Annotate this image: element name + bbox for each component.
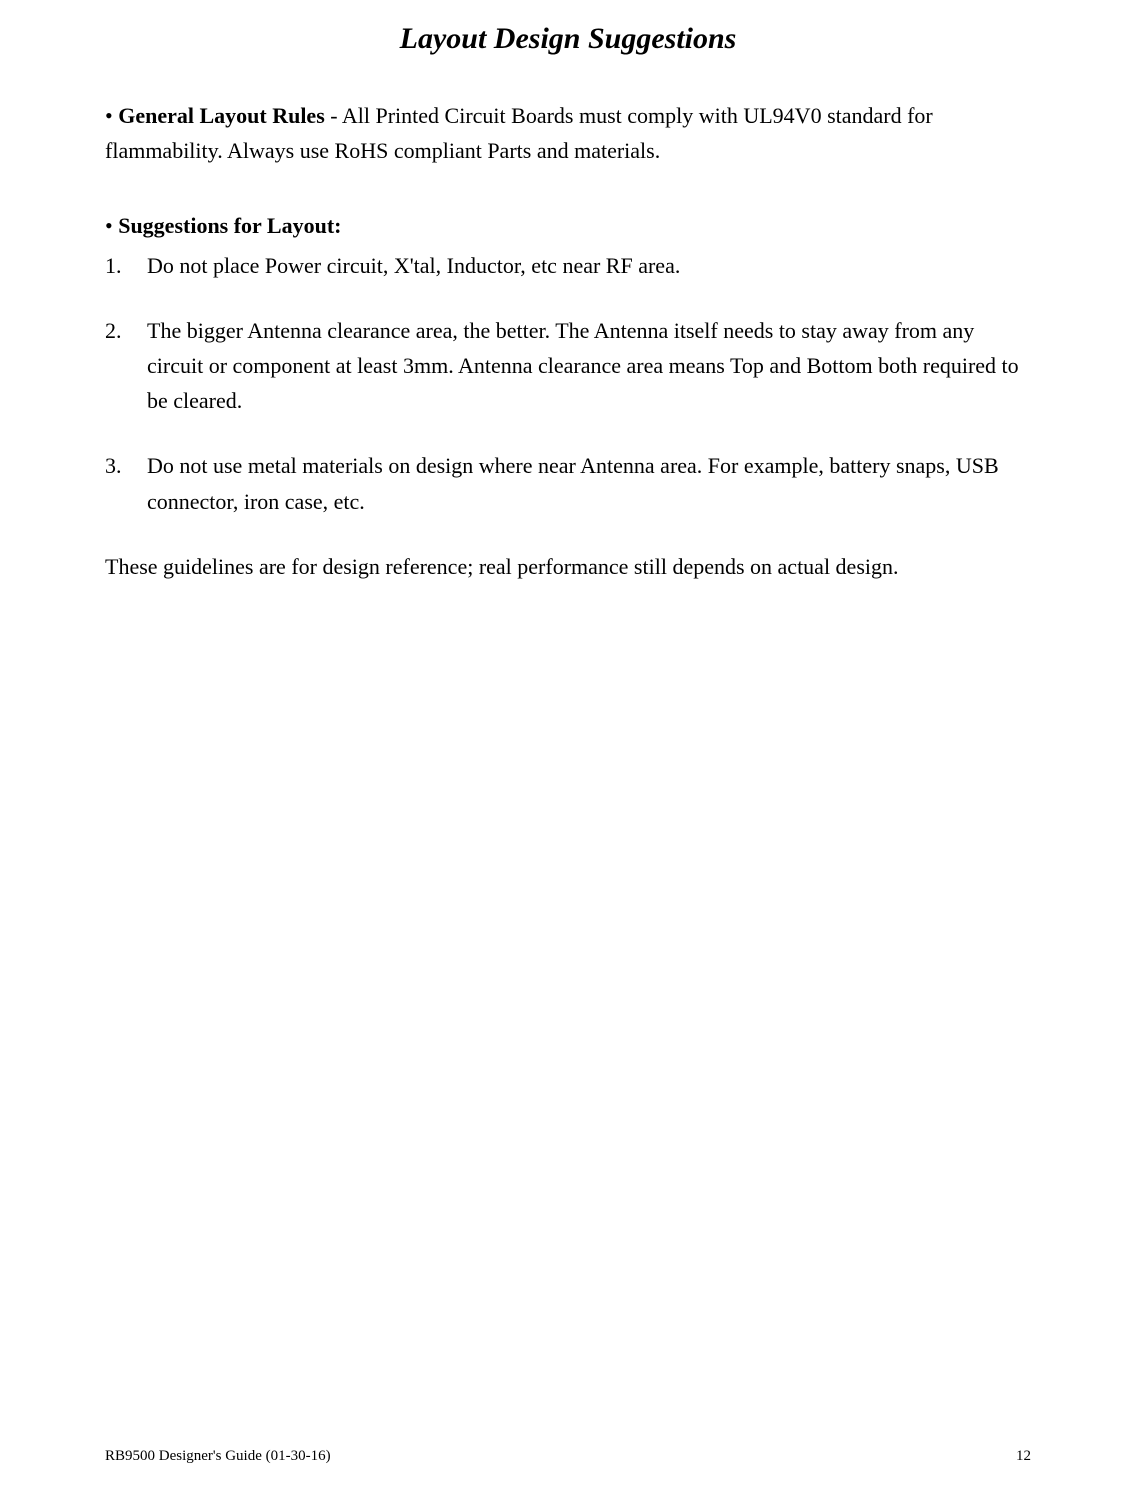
page-title: Layout Design Suggestions: [105, 22, 1031, 56]
list-item: 2. The bigger Antenna clearance area, th…: [105, 313, 1031, 419]
list-item-text: The bigger Antenna clearance area, the b…: [147, 313, 1031, 419]
general-rules-label: General Layout Rules: [118, 103, 325, 128]
list-item-text: Do not place Power circuit, X'tal, Induc…: [147, 248, 1031, 283]
page-footer: RB9500 Designer's Guide (01-30-16) 12: [105, 1448, 1031, 1465]
list-item: 3. Do not use metal materials on design …: [105, 448, 1031, 518]
list-item-number: 3.: [105, 448, 147, 518]
suggestions-label: Suggestions for Layout:: [118, 213, 341, 238]
list-item-number: 1.: [105, 248, 147, 283]
suggestions-list: 1. Do not place Power circuit, X'tal, In…: [105, 248, 1031, 519]
list-item-text: Do not use metal materials on design whe…: [147, 448, 1031, 518]
list-item: 1. Do not place Power circuit, X'tal, In…: [105, 248, 1031, 283]
bullet-icon: •: [105, 103, 113, 128]
list-item-number: 2.: [105, 313, 147, 419]
footer-page-number: 12: [1016, 1448, 1031, 1465]
footer-left: RB9500 Designer's Guide (01-30-16): [105, 1448, 331, 1465]
suggestions-heading: • Suggestions for Layout:: [105, 208, 1031, 243]
general-rules-paragraph: • General Layout Rules - All Printed Cir…: [105, 98, 1031, 168]
closing-paragraph: These guidelines are for design referenc…: [105, 549, 1031, 584]
page: Layout Design Suggestions • General Layo…: [0, 0, 1136, 1501]
bullet-icon: •: [105, 213, 113, 238]
